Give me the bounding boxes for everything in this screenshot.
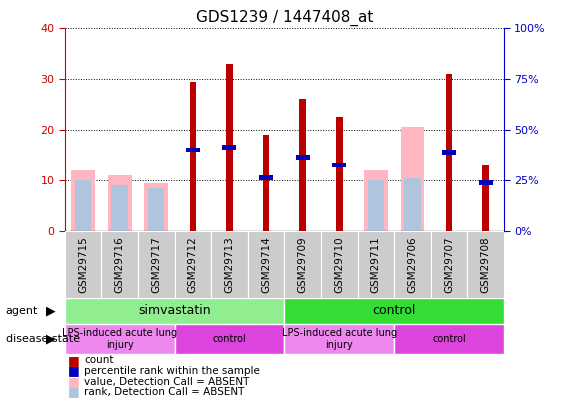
- Bar: [358, 231, 394, 298]
- Text: GSM29713: GSM29713: [225, 236, 234, 293]
- Text: ■: ■: [68, 375, 79, 388]
- Text: ■: ■: [68, 354, 79, 367]
- Text: GSM29709: GSM29709: [298, 236, 307, 293]
- Bar: [296, 155, 310, 160]
- Bar: [263, 134, 269, 231]
- Bar: [138, 231, 175, 298]
- Bar: [71, 170, 95, 231]
- Text: count: count: [84, 356, 114, 365]
- Bar: [431, 231, 467, 298]
- Text: value, Detection Call = ABSENT: value, Detection Call = ABSENT: [84, 377, 250, 386]
- Bar: [336, 117, 342, 231]
- Bar: [148, 188, 164, 231]
- Bar: [321, 231, 358, 298]
- Bar: [108, 175, 132, 231]
- Bar: [400, 127, 425, 231]
- Text: control: control: [372, 304, 416, 318]
- Bar: [211, 231, 248, 298]
- Bar: [442, 150, 456, 155]
- Text: GSM29711: GSM29711: [371, 236, 381, 293]
- Bar: [248, 231, 284, 298]
- Bar: [482, 165, 489, 231]
- Text: GSM29715: GSM29715: [78, 236, 88, 293]
- Bar: [364, 170, 388, 231]
- Bar: [101, 231, 138, 298]
- Text: GSM29717: GSM29717: [151, 236, 161, 293]
- Bar: [284, 231, 321, 298]
- Bar: [186, 147, 200, 152]
- Bar: [75, 180, 91, 231]
- Text: LPS-induced acute lung
injury: LPS-induced acute lung injury: [62, 328, 177, 350]
- Bar: [394, 324, 504, 354]
- Bar: [467, 231, 504, 298]
- Text: ■: ■: [68, 364, 79, 377]
- Text: ▶: ▶: [46, 304, 56, 318]
- Text: GSM29706: GSM29706: [408, 236, 417, 293]
- Bar: [284, 324, 394, 354]
- Text: GSM29714: GSM29714: [261, 236, 271, 293]
- Bar: [65, 298, 284, 324]
- Text: LPS-induced acute lung
injury: LPS-induced acute lung injury: [282, 328, 397, 350]
- Text: GSM29707: GSM29707: [444, 236, 454, 293]
- Text: GSM29712: GSM29712: [188, 236, 198, 293]
- Title: GDS1239 / 1447408_at: GDS1239 / 1447408_at: [195, 9, 373, 26]
- Bar: [368, 180, 384, 231]
- Text: rank, Detection Call = ABSENT: rank, Detection Call = ABSENT: [84, 387, 245, 397]
- Bar: [175, 231, 211, 298]
- Bar: [222, 145, 236, 149]
- Bar: [144, 183, 168, 231]
- Text: control: control: [432, 334, 466, 344]
- Text: GSM29716: GSM29716: [115, 236, 124, 293]
- Text: simvastatin: simvastatin: [138, 304, 211, 318]
- Bar: [111, 185, 128, 231]
- Bar: [300, 99, 306, 231]
- Bar: [394, 231, 431, 298]
- Bar: [446, 74, 452, 231]
- Text: percentile rank within the sample: percentile rank within the sample: [84, 366, 260, 376]
- Text: disease state: disease state: [6, 334, 80, 344]
- Text: control: control: [213, 334, 246, 344]
- Bar: [479, 181, 493, 185]
- Bar: [284, 298, 504, 324]
- Bar: [332, 163, 346, 167]
- Bar: [226, 64, 233, 231]
- Bar: [404, 178, 421, 231]
- Bar: [175, 324, 284, 354]
- Bar: [190, 81, 196, 231]
- Bar: [259, 175, 273, 180]
- Bar: [65, 231, 101, 298]
- Text: ■: ■: [68, 386, 79, 399]
- Text: GSM29708: GSM29708: [481, 236, 490, 293]
- Text: GSM29710: GSM29710: [334, 236, 344, 293]
- Text: ▶: ▶: [46, 333, 56, 346]
- Text: agent: agent: [6, 306, 38, 316]
- Bar: [65, 324, 175, 354]
